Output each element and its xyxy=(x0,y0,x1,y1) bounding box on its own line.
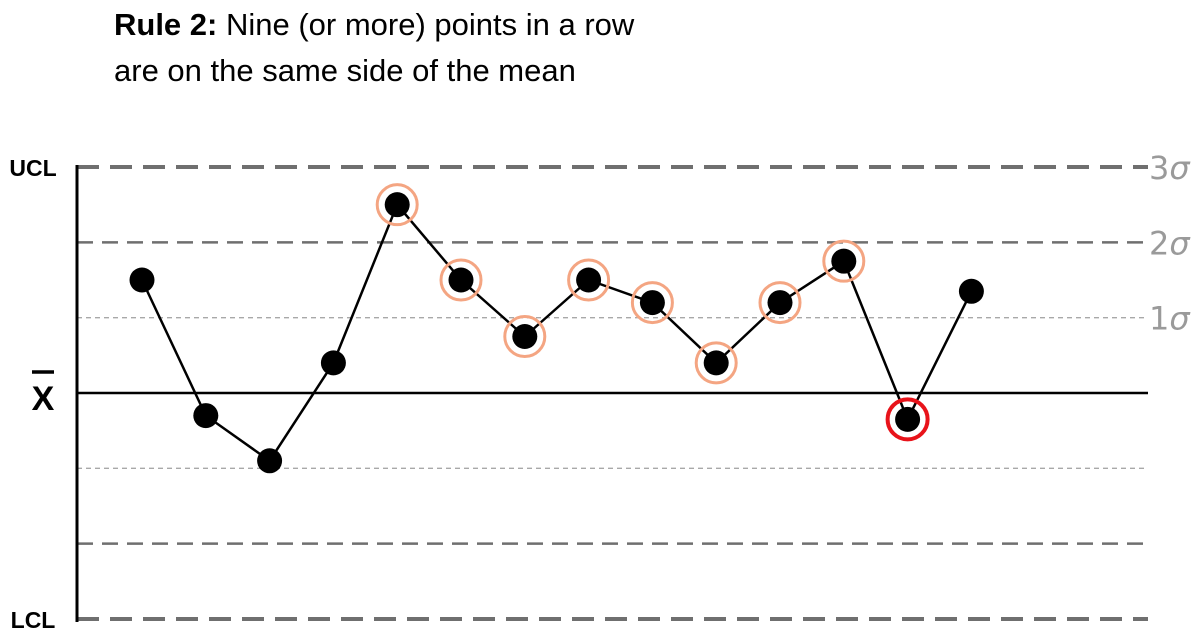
highlight-ring xyxy=(822,239,866,283)
title-line-1: Rule 2: Nine (or more) points in a row xyxy=(114,2,1014,48)
data-point xyxy=(193,403,219,429)
data-series-line xyxy=(140,202,973,463)
lcl-label: LCL xyxy=(11,607,56,631)
title-line-1-text: Nine (or more) points in a row xyxy=(225,7,635,42)
highlight-ring xyxy=(439,258,483,302)
sigma-label-3: 3σ xyxy=(1149,149,1191,187)
data-point xyxy=(767,290,793,316)
sigma-labels: 3σ 2σ 1σ xyxy=(1149,149,1191,338)
data-point xyxy=(320,350,346,376)
title-rule-label: Rule 2: xyxy=(114,7,218,42)
highlight-ring xyxy=(758,281,802,325)
data-point xyxy=(703,350,729,376)
data-point xyxy=(895,406,921,432)
data-point xyxy=(576,267,602,293)
highlight-ring xyxy=(567,258,611,302)
highlight-ring xyxy=(503,315,547,358)
data-point xyxy=(257,448,283,474)
control-limit-labels: UCL X LCL xyxy=(9,155,56,631)
data-point xyxy=(639,290,665,316)
control-limit-lines xyxy=(77,165,1148,621)
data-point xyxy=(958,278,984,304)
data-point xyxy=(129,267,155,293)
highlight-ring xyxy=(694,341,738,385)
highlight-ring xyxy=(630,281,674,325)
data-point xyxy=(448,267,474,293)
sigma-label-2: 2σ xyxy=(1149,224,1191,262)
series-polyline xyxy=(140,202,973,463)
data-point xyxy=(384,192,410,218)
violation-ring xyxy=(885,397,930,442)
highlight-rings xyxy=(375,183,930,442)
highlight-ring xyxy=(375,183,419,227)
chart-title: Rule 2: Nine (or more) points in a row a… xyxy=(114,2,1014,94)
data-point xyxy=(512,324,538,349)
ucl-label: UCL xyxy=(9,155,56,181)
data-point xyxy=(831,248,857,274)
data-points xyxy=(129,192,984,474)
mean-label: X xyxy=(32,380,55,418)
title-line-2: are on the same side of the mean xyxy=(114,53,576,88)
sigma-label-1: 1σ xyxy=(1149,300,1191,338)
